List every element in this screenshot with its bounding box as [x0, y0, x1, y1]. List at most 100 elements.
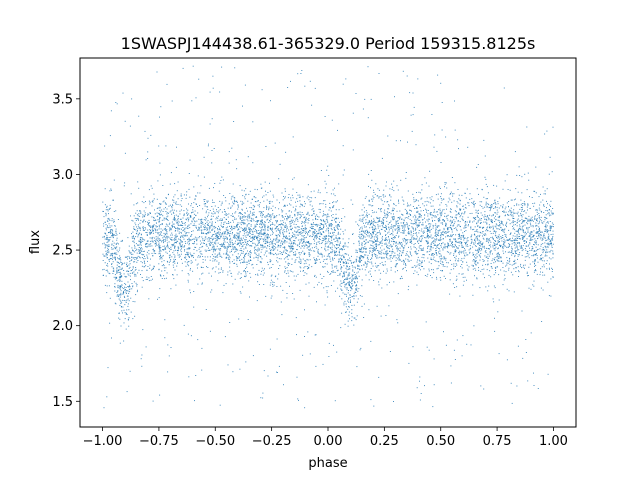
data-point [263, 232, 265, 234]
data-point [530, 220, 532, 222]
data-point [215, 241, 217, 243]
data-point [401, 275, 403, 277]
data-point [543, 212, 545, 213]
data-point [467, 225, 469, 227]
data-point [325, 238, 327, 239]
data-point [161, 209, 163, 211]
data-point [160, 275, 162, 277]
data-point [237, 233, 239, 235]
data-point [428, 227, 430, 229]
data-point [314, 250, 316, 252]
data-point [389, 351, 391, 352]
data-point [277, 234, 279, 236]
data-point [394, 252, 396, 254]
data-point [180, 193, 182, 195]
data-point [159, 234, 161, 236]
data-point [396, 247, 398, 249]
data-point [521, 227, 523, 229]
data-point [230, 221, 232, 223]
data-point [455, 216, 457, 218]
data-point [361, 244, 363, 246]
data-point [192, 207, 194, 208]
data-point [369, 240, 371, 242]
data-point [523, 264, 524, 266]
data-point [341, 282, 343, 284]
data-point [458, 260, 460, 262]
data-point [255, 274, 257, 276]
data-point [361, 260, 363, 261]
data-point [240, 254, 241, 256]
data-point [364, 98, 366, 100]
data-point [112, 252, 113, 254]
data-point [395, 224, 397, 226]
data-point [111, 243, 113, 245]
data-point [499, 256, 501, 258]
data-point [106, 254, 108, 256]
data-point [326, 258, 328, 260]
data-point [454, 257, 456, 258]
data-point [416, 236, 418, 238]
data-point [421, 262, 423, 264]
data-point [518, 166, 520, 168]
data-point [292, 188, 294, 190]
data-point [300, 260, 302, 262]
data-point [246, 264, 248, 266]
data-point [239, 241, 241, 243]
data-point [119, 232, 121, 234]
data-point [381, 245, 383, 247]
data-point [255, 252, 257, 254]
data-point [343, 245, 345, 247]
data-point [200, 250, 202, 252]
data-point [340, 261, 341, 263]
data-point [449, 220, 451, 222]
data-point [450, 216, 452, 218]
data-point [385, 234, 387, 236]
data-point [217, 229, 219, 231]
data-point [235, 159, 237, 161]
data-point [224, 248, 226, 249]
data-point [494, 199, 496, 201]
data-point [217, 215, 219, 217]
data-point [411, 242, 413, 244]
data-point [282, 234, 284, 236]
data-point [390, 267, 392, 269]
data-point [211, 218, 213, 220]
data-point [442, 249, 444, 251]
data-point [316, 236, 318, 238]
data-point [286, 225, 288, 227]
data-point [439, 243, 440, 245]
data-point [380, 241, 382, 243]
data-point [197, 212, 199, 214]
data-point [139, 257, 141, 259]
data-point [407, 258, 409, 260]
data-point [451, 242, 453, 244]
data-point [271, 242, 273, 244]
data-point [355, 221, 357, 223]
data-point [321, 223, 322, 225]
data-point [495, 235, 497, 237]
data-point [407, 190, 409, 192]
data-point [290, 228, 291, 230]
data-point [450, 382, 452, 384]
data-point [365, 251, 367, 253]
data-point [129, 286, 130, 288]
data-point [531, 216, 533, 218]
data-point [211, 241, 213, 243]
data-point [129, 251, 131, 253]
data-point [176, 274, 178, 276]
data-point [521, 203, 523, 204]
data-point [396, 250, 398, 252]
data-point [152, 241, 154, 243]
data-point [488, 245, 490, 246]
data-point [250, 224, 252, 226]
data-point [441, 258, 443, 260]
data-point [301, 239, 303, 241]
data-point [404, 245, 406, 247]
data-point [437, 74, 439, 76]
data-point [203, 219, 205, 221]
data-point [533, 190, 535, 192]
data-point [458, 236, 460, 237]
data-point [330, 236, 332, 238]
data-point [304, 201, 305, 203]
data-point [333, 250, 335, 252]
